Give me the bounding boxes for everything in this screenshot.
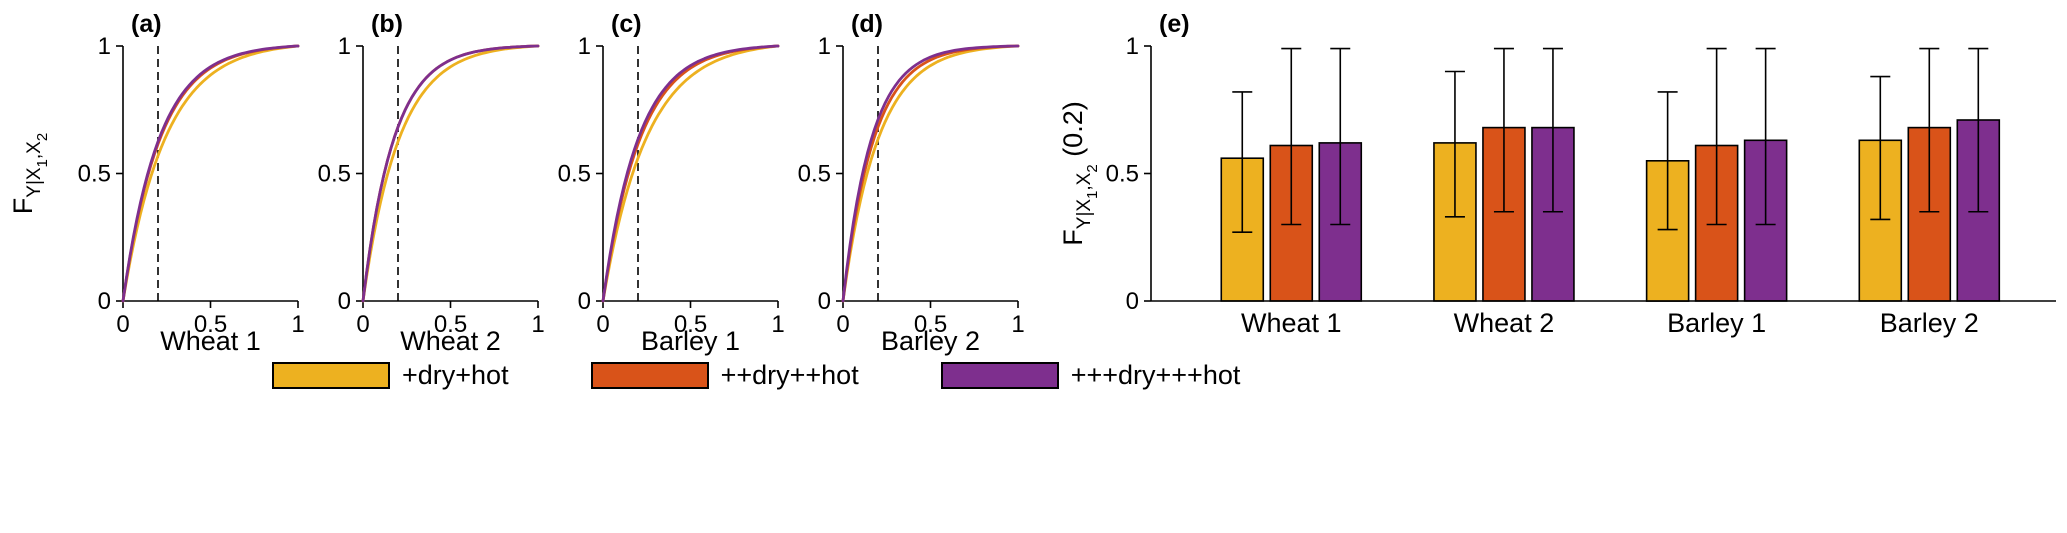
y-tick-label: 0.5 [558, 161, 591, 188]
y-tick-label: 0.5 [1106, 161, 1139, 188]
x-tick-label: 1 [291, 311, 304, 338]
bar-panel-e: 0 0.5 1 Wheat 1 Wheat 2 Barley 1 Barley 2 (e) FY… [1056, 6, 2066, 361]
x-tick-label: 1 [1011, 311, 1024, 338]
legend-item: +++dry+++hot [940, 360, 1241, 391]
y-tick-label: 0 [1126, 288, 1139, 315]
cdf-chart: 0 0.5 1 0 0.5 1 (c) Barley 1 [558, 10, 785, 356]
panels-row: 0 0.5 1 0 0.5 1 (a) Wheat 1 FY|X1,X2 0 0.5 1 0 0.5 1 (… [8, 6, 2066, 361]
x-axis-label: Barley 1 [641, 326, 740, 356]
category-label: Barley 2 [1880, 308, 1979, 338]
x-axis-label: Wheat 1 [160, 326, 261, 356]
cdf-curve-purple [841, 44, 1020, 303]
y-tick-label: 1 [578, 33, 591, 60]
category-label: Wheat 2 [1454, 308, 1555, 338]
x-tick-label: 0.5 [914, 311, 947, 338]
cdf-curve-purple [121, 44, 300, 303]
y-axis-label: FY|X1,X2 [8, 133, 51, 214]
cdf-curve-orange [121, 44, 300, 303]
cdf-curve-yellow [841, 44, 1020, 303]
legend-item: ++dry++hot [590, 360, 859, 391]
panel-letter: (b) [371, 10, 403, 38]
panel-letter: (c) [611, 10, 642, 38]
legend-swatch-yellow [272, 362, 390, 389]
y-tick-label: 0.5 [78, 161, 111, 188]
x-tick-label: 1 [771, 311, 784, 338]
legend: +dry+hot ++dry++hot +++dry+++hot [272, 360, 1240, 391]
panel-letter: (a) [131, 10, 162, 38]
cdf-panel-c: 0 0.5 1 0 0.5 1 (c) Barley 1 [548, 6, 788, 361]
x-tick-label: 0 [116, 311, 129, 338]
cdf-curve-yellow [121, 44, 300, 303]
legend-label: +++dry+++hot [1070, 360, 1241, 390]
y-tick-label: 0 [338, 288, 351, 315]
x-tick-label: 0 [596, 311, 609, 338]
x-tick-label: 1 [531, 311, 544, 338]
cdf-curve-orange [601, 44, 780, 303]
cdf-curve-yellow [601, 44, 780, 303]
legend-swatch-purple [940, 362, 1059, 389]
cdf-curve-purple [361, 44, 540, 303]
y-tick-label: 0.5 [318, 161, 351, 188]
y-tick-label: 0 [578, 288, 591, 315]
y-tick-label: 0 [98, 288, 111, 315]
x-axis-label: Wheat 2 [400, 326, 501, 356]
y-tick-label: 1 [1126, 33, 1139, 60]
y-axis-label: FY|X1,X2 (0.2) [1058, 101, 1101, 245]
y-tick-label: 1 [338, 33, 351, 60]
cdf-curve-yellow [361, 44, 540, 303]
legend-item: +dry+hot [272, 360, 509, 391]
x-tick-label: 0 [836, 311, 849, 338]
legend-label: +dry+hot [402, 360, 509, 390]
x-tick-label: 0.5 [194, 311, 227, 338]
cdf-chart: 0 0.5 1 0 0.5 1 (a) Wheat 1 FY|X1,X2 [8, 10, 305, 356]
category-label: Wheat 1 [1241, 308, 1342, 338]
legend-label: ++dry++hot [720, 360, 859, 390]
x-axis-label: Barley 2 [881, 326, 980, 356]
panel-letter: (e) [1159, 10, 1190, 38]
cdf-panel-d: 0 0.5 1 0 0.5 1 (d) Barley 2 [788, 6, 1028, 361]
y-tick-label: 1 [98, 33, 111, 60]
y-tick-label: 0 [818, 288, 831, 315]
y-tick-label: 1 [818, 33, 831, 60]
x-tick-label: 0.5 [434, 311, 467, 338]
bar-chart: 0 0.5 1 Wheat 1 Wheat 2 Barley 1 Barley 2 (e) FY… [1058, 10, 2056, 338]
panel-letter: (d) [851, 10, 883, 38]
category-label: Barley 1 [1667, 308, 1766, 338]
x-tick-label: 0.5 [674, 311, 707, 338]
cdf-curve-purple [601, 44, 780, 303]
x-tick-label: 0 [356, 311, 369, 338]
legend-swatch-orange [590, 362, 709, 389]
cdf-chart: 0 0.5 1 0 0.5 1 (d) Barley 2 [798, 10, 1025, 356]
cdf-chart: 0 0.5 1 0 0.5 1 (b) Wheat 2 [318, 10, 545, 356]
cdf-curve-orange [841, 44, 1020, 303]
cdf-panel-b: 0 0.5 1 0 0.5 1 (b) Wheat 2 [308, 6, 548, 361]
cdf-panel-a: 0 0.5 1 0 0.5 1 (a) Wheat 1 FY|X1,X2 [8, 6, 308, 361]
y-tick-label: 0.5 [798, 161, 831, 188]
